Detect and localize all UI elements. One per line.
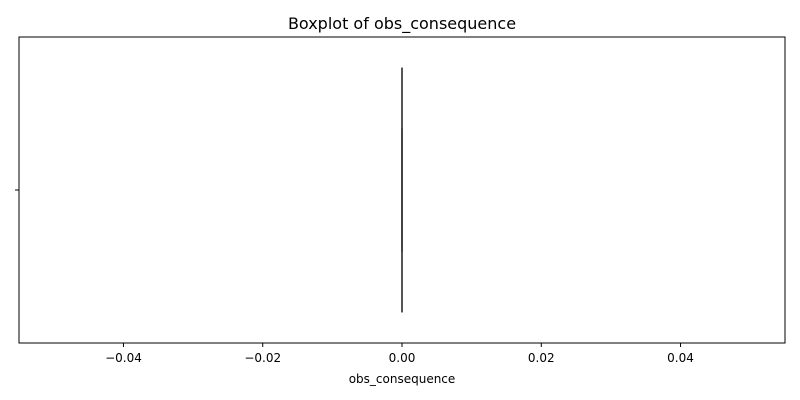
x-tick-label: 0.00 — [389, 351, 416, 365]
x-tick-label: 0.04 — [667, 351, 694, 365]
x-tick-label: −0.02 — [244, 351, 281, 365]
x-axis-label: obs_consequence — [349, 372, 456, 386]
x-tick-label: −0.04 — [105, 351, 142, 365]
chart-title: Boxplot of obs_consequence — [288, 14, 516, 34]
x-axis-ticks: −0.04 −0.02 0.00 0.02 0.04 — [105, 343, 694, 365]
x-tick-label: 0.02 — [528, 351, 555, 365]
